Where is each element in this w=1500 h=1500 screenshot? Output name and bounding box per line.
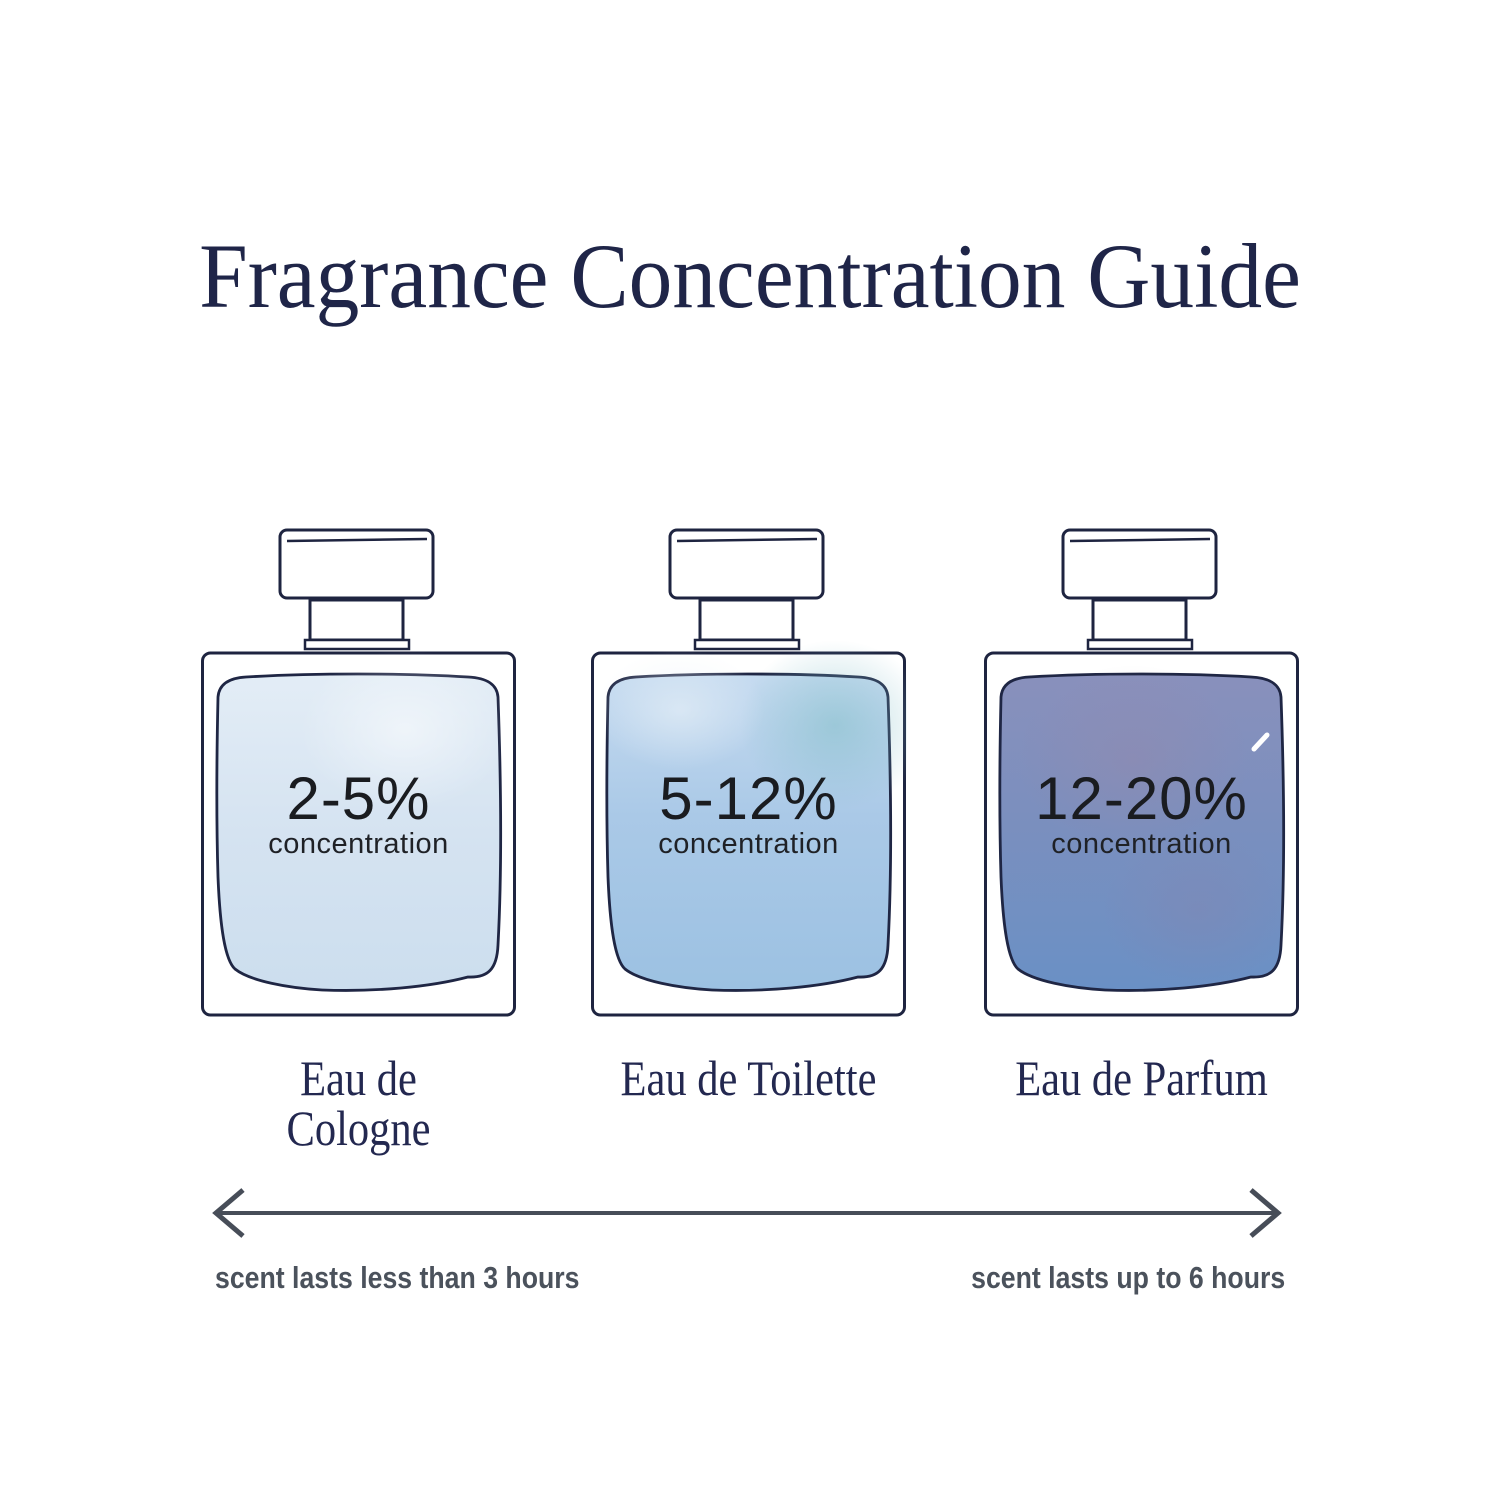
scale-left-label: scent lasts less than 3 hours <box>215 1260 580 1295</box>
right-arrowhead-icon <box>1249 1188 1282 1238</box>
cap-detail-line <box>286 537 428 543</box>
cap-detail-line <box>1069 537 1211 543</box>
page-title: Fragrance Concentration Guide <box>199 225 1301 327</box>
percent-text: 12-20% <box>1035 765 1248 832</box>
bottle-neck <box>1091 598 1188 642</box>
perfume-bottle-icon <box>984 528 1299 1017</box>
concentration-text: concentration <box>268 828 449 860</box>
watercolor-light-wash <box>595 650 765 770</box>
bottle-name: Eau de Cologne <box>286 1050 431 1156</box>
bottle-cap <box>278 528 435 600</box>
bottle-cap <box>1061 528 1218 600</box>
left-arrowhead-icon <box>212 1188 245 1238</box>
duration-scale-arrow <box>212 1188 1282 1238</box>
bottle-neck <box>698 598 795 642</box>
concentration-text: concentration <box>658 828 839 860</box>
bottle-neck <box>308 598 405 642</box>
bottle-cap <box>668 528 825 600</box>
percent-text: 2-5% <box>286 765 431 832</box>
scale-right-label: scent lasts up to 6 hours <box>970 1260 1285 1295</box>
watercolor-highlight <box>300 650 510 810</box>
bottle-eau-de-parfum: 12-20% concentration Eau de Parfum <box>983 525 1300 1145</box>
perfume-bottle-icon <box>591 528 907 1017</box>
watercolor-speckle-blob <box>1018 665 1248 855</box>
watercolor-speckle-blob <box>1103 830 1293 990</box>
bottle-collar <box>303 638 411 651</box>
bottle-name: Eau de Parfum <box>1015 1050 1268 1106</box>
glass-glint-highlight <box>1251 732 1270 752</box>
concentration-text: concentration <box>1051 828 1232 860</box>
duration-scale-labels: scent lasts less than 3 hours scent last… <box>215 1262 1285 1293</box>
cap-detail-line <box>676 537 818 543</box>
perfume-bottle-icon <box>201 528 516 1017</box>
bottle-name: Eau de Toilette <box>620 1050 877 1106</box>
percent-text: 5-12% <box>659 765 838 832</box>
bottle-eau-de-cologne: 2-5% concentration Eau de Cologne <box>200 525 517 1153</box>
watercolor-teal-blob <box>740 640 907 810</box>
bottle-eau-de-toilette: 5-12% concentration Eau de Toilette <box>590 525 907 1145</box>
bottle-collar <box>693 638 801 651</box>
bottle-collar <box>1086 638 1194 651</box>
